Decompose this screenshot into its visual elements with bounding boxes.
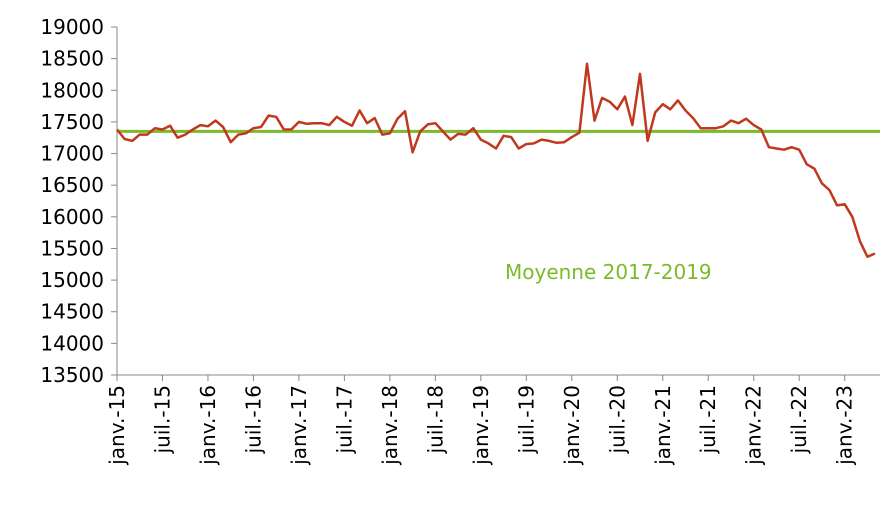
y-tick-label: 16500 [40, 173, 104, 197]
y-tick-label: 15500 [40, 236, 104, 260]
x-tick-label: janv.-15 [105, 385, 129, 466]
y-tick-label: 15000 [40, 268, 104, 292]
y-tick-label: 18000 [40, 78, 104, 102]
y-tick-label: 17500 [40, 110, 104, 134]
y-tick-label: 13500 [40, 363, 104, 387]
x-tick-label: juil.-16 [241, 385, 265, 454]
y-tick-label: 14000 [40, 331, 104, 355]
x-tick-label: juil.-17 [332, 385, 356, 454]
x-tick-label: janv.-22 [742, 385, 766, 466]
y-tick-label: 16000 [40, 205, 104, 229]
x-tick-label: janv.-21 [651, 385, 675, 466]
x-tick-label: juil.-21 [696, 385, 720, 454]
x-tick-label: janv.-23 [833, 385, 857, 466]
x-tick-label: janv.-16 [196, 385, 220, 466]
x-tick-label: juil.-15 [150, 385, 174, 454]
x-tick-label: juil.-22 [787, 385, 811, 454]
x-tick-label: juil.-20 [605, 385, 629, 454]
x-tick-label: janv.-18 [378, 385, 402, 466]
x-tick-label: janv.-17 [287, 385, 311, 466]
average-label: Moyenne 2017-2019 [505, 260, 712, 284]
x-tick-label: juil.-19 [514, 385, 538, 454]
y-tick-label: 14500 [40, 300, 104, 324]
x-tick-label: janv.-20 [560, 385, 584, 466]
y-tick-label: 18500 [40, 47, 104, 71]
y-tick-label: 17000 [40, 142, 104, 166]
y-tick-label: 19000 [40, 15, 104, 39]
data-line [116, 62, 876, 258]
x-tick-label: janv.-19 [469, 385, 493, 466]
x-tick-label: juil.-18 [423, 385, 447, 454]
